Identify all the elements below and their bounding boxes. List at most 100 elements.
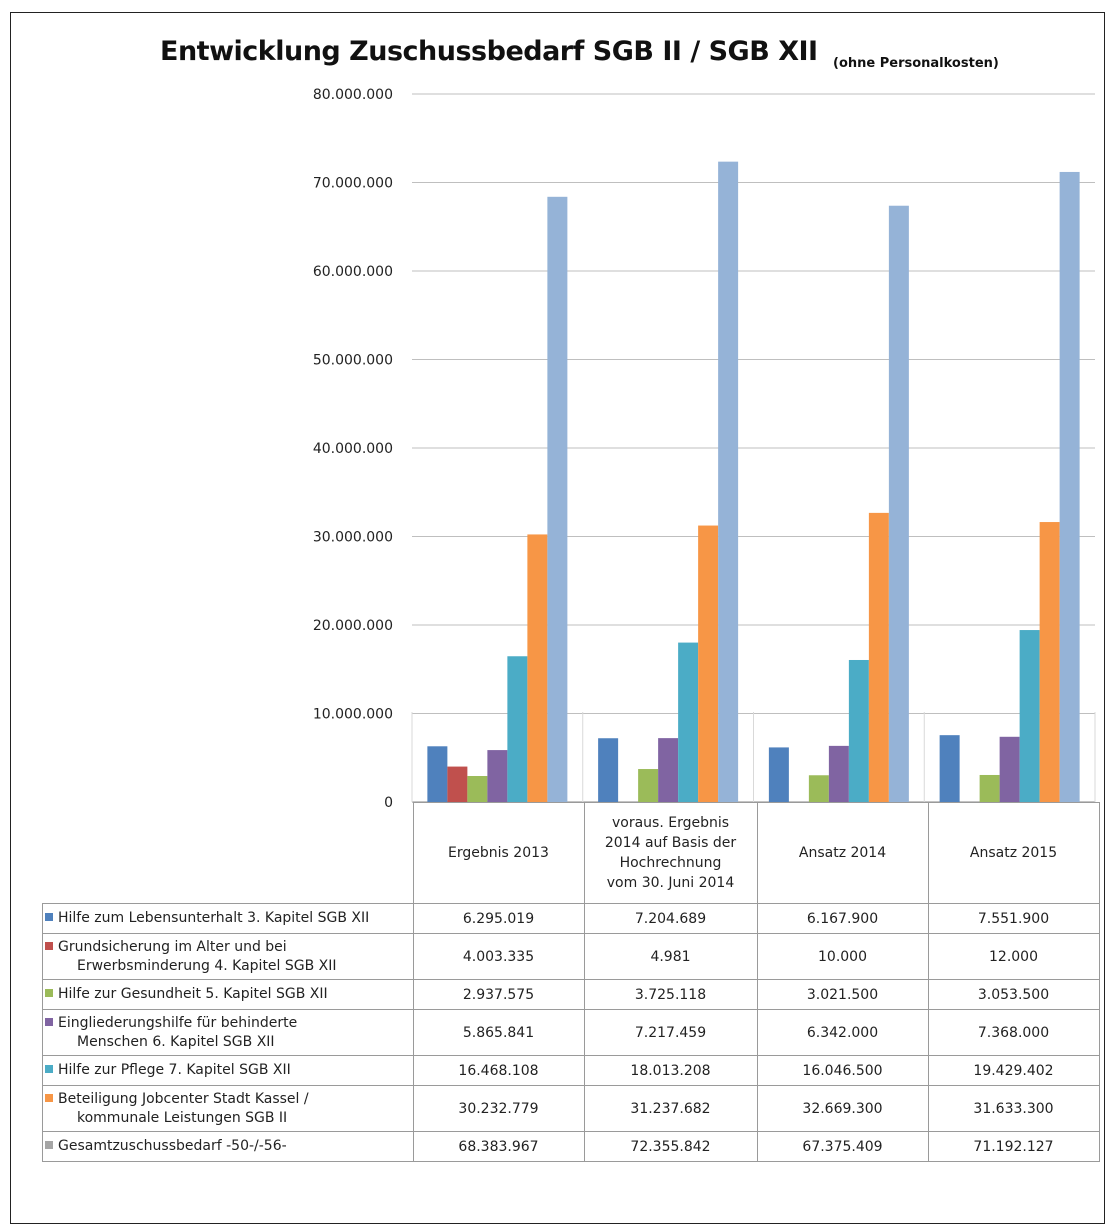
bar — [547, 196, 568, 803]
y-tick-label: 0 — [384, 795, 393, 811]
category-label: Ergebnis 2013 — [412, 802, 585, 904]
bar — [507, 656, 528, 802]
data-cell: 71.192.127 — [927, 1131, 1100, 1162]
data-cell: 3.725.118 — [583, 979, 758, 1010]
data-cell: 3.053.500 — [927, 979, 1100, 1010]
grid-lines — [411, 93, 1096, 803]
series-label: Hilfe zur Gesundheit 5. Kapitel SGB XII — [42, 979, 414, 1010]
category-label-line: Ansatz 2015 — [969, 845, 1058, 861]
series-label-line: kommunale Leistungen SGB II — [77, 1109, 288, 1126]
data-cell: 4.981 — [583, 933, 758, 980]
bar — [447, 766, 468, 802]
bar — [718, 161, 739, 802]
y-tick-label: 60.000.000 — [313, 264, 393, 280]
chart-subtitle: (ohne Personalkosten) — [833, 56, 999, 71]
table-header-row: Ergebnis 2013 voraus. Ergebnis 2014 auf Ba… — [43, 802, 1100, 904]
category-label: voraus. Ergebnis 2014 auf Basis der Hochre… — [583, 802, 758, 904]
legend-swatch — [45, 1017, 53, 1026]
legend-swatch — [45, 941, 53, 950]
data-cell: 16.046.500 — [756, 1055, 929, 1086]
bar — [658, 738, 679, 802]
bar — [868, 512, 889, 802]
data-cell: 67.375.409 — [756, 1131, 929, 1162]
series-label: Hilfe zum Lebensunterhalt 3. Kapitel SGB… — [42, 903, 414, 934]
bar — [768, 747, 789, 802]
series-label: Eingliederungshilfe für behinderte Mensch… — [42, 1009, 414, 1056]
series-label: Hilfe zur Pflege 7. Kapitel SGB XII — [42, 1055, 414, 1086]
legend-swatch — [45, 989, 53, 997]
category-label-line: Ansatz 2014 — [798, 845, 887, 861]
legend-swatch — [45, 1093, 53, 1102]
bars — [427, 161, 1080, 803]
series-label-line: Hilfe zur Pflege 7. Kapitel SGB XII — [58, 1062, 291, 1078]
series-label-line: Menschen 6. Kapitel SGB XII — [77, 1033, 275, 1050]
series-label-line: Erwerbsminderung 4. Kapitel SGB XII — [77, 957, 337, 974]
legend-swatch — [45, 1141, 53, 1149]
category-label-line: vom 30. Juni 2014 — [606, 875, 735, 891]
table-corner — [43, 803, 414, 904]
table-row: Grundsicherung im Alter und bei Erwerbsmi… — [42, 933, 1100, 980]
bar — [598, 738, 619, 802]
bar — [467, 776, 488, 802]
series-label-line: Hilfe zur Gesundheit 5. Kapitel SGB XII — [58, 986, 328, 1002]
series-label-line: Grundsicherung im Alter und bei — [58, 938, 287, 955]
bar — [427, 746, 448, 802]
series-label: Grundsicherung im Alter und bei Erwerbsmi… — [42, 933, 414, 980]
y-tick-label: 80.000.000 — [313, 87, 393, 103]
bar — [678, 642, 699, 802]
chart-title: Entwicklung Zuschussbedarf SGB II / SGB … — [160, 36, 818, 67]
data-cell: 6.295.019 — [412, 903, 585, 934]
series-label: Beteiligung Jobcenter Stadt Kassel / komm… — [42, 1085, 414, 1132]
category-label: Ansatz 2014 — [756, 802, 929, 904]
bar — [638, 769, 659, 802]
table-row: Eingliederungshilfe für behinderte Mensch… — [42, 1009, 1100, 1056]
series-label-line: Hilfe zum Lebensunterhalt 3. Kapitel SGB… — [58, 910, 370, 926]
data-cell: 31.633.300 — [927, 1085, 1100, 1132]
category-label-line: Hochrechnung — [619, 855, 722, 871]
data-cell: 7.217.459 — [583, 1009, 758, 1056]
data-cell: 7.551.900 — [927, 903, 1100, 934]
table-row: Gesamtzuschussbedarf -50-/-56- 68.383.967… — [42, 1131, 1100, 1162]
bar — [888, 205, 909, 802]
y-tick-label: 30.000.000 — [313, 530, 393, 546]
y-tick-label: 10.000.000 — [313, 707, 393, 723]
bar — [828, 745, 849, 802]
data-cell: 6.342.000 — [756, 1009, 929, 1056]
table-row: Beteiligung Jobcenter Stadt Kassel / komm… — [42, 1085, 1100, 1132]
series-label: Gesamtzuschussbedarf -50-/-56- — [42, 1131, 414, 1162]
data-cell: 16.468.108 — [412, 1055, 585, 1086]
category-label: Ansatz 2015 — [927, 802, 1100, 904]
data-cell: 68.383.967 — [412, 1131, 585, 1162]
data-cell: 5.865.841 — [412, 1009, 585, 1056]
bar — [698, 525, 719, 802]
bar — [527, 534, 548, 802]
data-cell: 18.013.208 — [583, 1055, 758, 1086]
series-label-line: Eingliederungshilfe für behinderte — [58, 1014, 298, 1031]
data-cell: 10.000 — [756, 933, 929, 980]
data-cell: 6.167.900 — [756, 903, 929, 934]
table-row: Hilfe zur Pflege 7. Kapitel SGB XII 16.46… — [42, 1055, 1100, 1086]
chart-frame — [10, 12, 1105, 1224]
data-cell: 12.000 — [927, 933, 1100, 980]
data-table-body: Ergebnis 2013 voraus. Ergebnis 2014 auf Ba… — [42, 802, 1100, 1162]
data-cell: 7.204.689 — [583, 903, 758, 934]
data-cell: 7.368.000 — [927, 1009, 1100, 1056]
series-label-line: Gesamtzuschussbedarf -50-/-56- — [58, 1138, 287, 1154]
legend-swatch — [45, 913, 53, 921]
data-cell: 4.003.335 — [412, 933, 585, 980]
data-cell: 31.237.682 — [583, 1085, 758, 1132]
data-cell: 32.669.300 — [756, 1085, 929, 1132]
bar — [939, 735, 960, 802]
category-label-line: voraus. Ergebnis — [611, 815, 730, 831]
bar — [1019, 630, 1040, 802]
y-tick-label: 40.000.000 — [313, 441, 393, 457]
y-tick-label: 70.000.000 — [313, 176, 393, 192]
category-label-line: 2014 auf Basis der — [604, 835, 737, 851]
data-cell: 2.937.575 — [412, 979, 585, 1010]
y-tick-label: 20.000.000 — [313, 618, 393, 634]
y-tick-label: 50.000.000 — [313, 353, 393, 369]
y-axis: 0 10.000.000 20.000.000 30.000.000 40.000.00… — [313, 87, 393, 811]
bar — [1039, 522, 1060, 802]
category-label-line: Ergebnis 2013 — [448, 845, 549, 861]
